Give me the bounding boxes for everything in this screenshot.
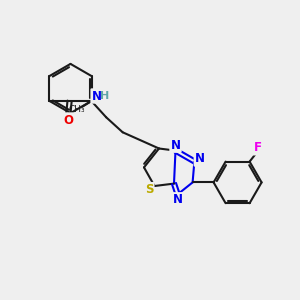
Text: CH₃: CH₃ xyxy=(68,105,85,114)
Text: O: O xyxy=(63,113,73,127)
Text: N: N xyxy=(92,89,102,103)
Text: N: N xyxy=(172,193,183,206)
Text: S: S xyxy=(145,183,153,196)
Text: N: N xyxy=(195,152,205,166)
Text: H: H xyxy=(100,91,109,101)
Text: F: F xyxy=(254,141,262,154)
Text: N: N xyxy=(170,139,181,152)
